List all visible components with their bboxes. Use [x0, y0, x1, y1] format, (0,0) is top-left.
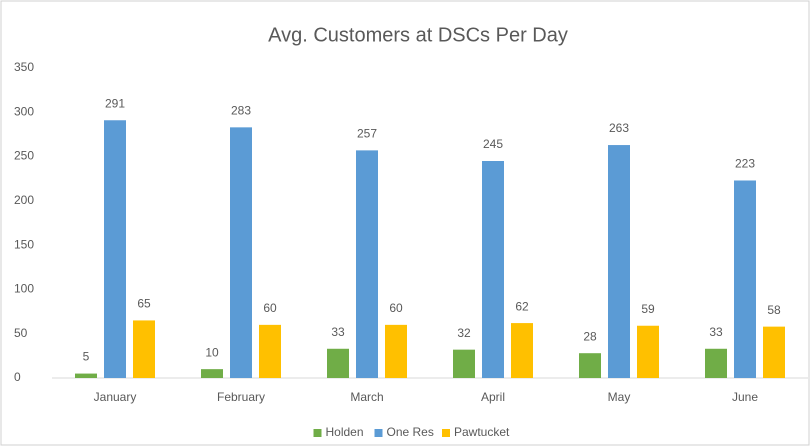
y-tick-label: 300 — [14, 104, 34, 118]
data-label: 65 — [137, 297, 151, 311]
bar — [230, 127, 252, 378]
y-tick-label: 150 — [14, 237, 34, 251]
bar — [608, 145, 630, 378]
data-label: 291 — [105, 96, 125, 110]
y-tick-label: 350 — [14, 60, 34, 74]
y-tick-label: 0 — [14, 370, 21, 384]
legend-label: Pawtucket — [454, 425, 510, 439]
bar — [104, 120, 126, 378]
data-label: 33 — [331, 325, 345, 339]
legend-swatch — [442, 429, 450, 437]
bar — [637, 325, 659, 378]
bar — [705, 348, 727, 378]
data-label: 263 — [609, 121, 629, 135]
bar — [453, 349, 475, 378]
y-tick-label: 250 — [14, 149, 34, 163]
chart-title: Avg. Customers at DSCs Per Day — [268, 24, 568, 46]
legend-label: Holden — [326, 425, 364, 439]
bar — [579, 353, 601, 378]
data-label: 10 — [205, 345, 219, 359]
data-label: 257 — [357, 127, 377, 141]
x-tick-label: June — [732, 390, 758, 404]
x-tick-label: April — [481, 390, 505, 404]
bar — [763, 326, 785, 378]
bar — [511, 323, 533, 378]
y-tick-label: 50 — [14, 326, 28, 340]
data-label: 245 — [483, 137, 503, 151]
data-label: 60 — [263, 301, 277, 315]
legend-swatch — [374, 429, 383, 437]
data-label: 223 — [735, 157, 755, 171]
bar — [75, 373, 97, 378]
y-tick-label: 100 — [14, 282, 34, 296]
x-tick-label: January — [94, 390, 137, 404]
bar — [734, 180, 756, 378]
x-tick-label: February — [217, 390, 265, 404]
legend-label: One Res — [387, 425, 434, 439]
x-tick-label: March — [350, 390, 383, 404]
bar — [259, 324, 281, 378]
bar — [201, 369, 223, 378]
legend-swatch — [313, 429, 322, 437]
data-label: 58 — [767, 303, 781, 317]
x-tick-label: May — [608, 390, 631, 404]
bar — [327, 348, 349, 378]
y-tick-label: 200 — [14, 193, 34, 207]
data-label: 33 — [709, 325, 723, 339]
data-label: 5 — [83, 350, 90, 364]
bar — [133, 320, 155, 378]
bar — [356, 150, 378, 378]
data-label: 283 — [231, 104, 251, 118]
data-label: 32 — [457, 326, 471, 340]
data-label: 60 — [389, 301, 403, 315]
bar — [482, 161, 504, 378]
data-label: 28 — [583, 329, 597, 343]
data-label: 62 — [515, 299, 529, 313]
bar — [385, 324, 407, 378]
data-label: 59 — [641, 302, 655, 316]
